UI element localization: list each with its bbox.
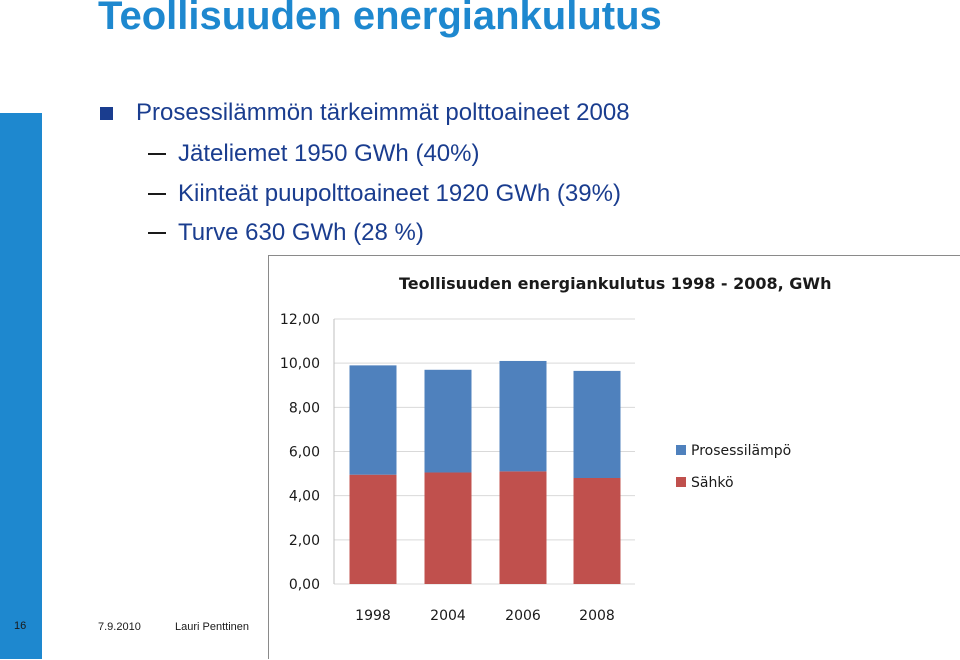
bar-sahko [499, 471, 547, 584]
y-tick-label: 2,00 [289, 533, 320, 549]
x-tick-label: 2008 [579, 608, 615, 624]
square-bullet-icon [100, 106, 113, 120]
y-tick-label: 6,00 [289, 445, 320, 461]
y-tick-label: 4,00 [289, 489, 320, 505]
bar-prosessilampo [573, 370, 621, 478]
bar-prosessilampo [424, 369, 472, 473]
sub-bullet-text: Turve 630 GWh (28 %) [178, 219, 424, 246]
y-tick-label: 12,00 [280, 312, 320, 328]
dash-icon [148, 153, 166, 155]
dash-icon [148, 193, 166, 195]
bar-sahko [573, 478, 621, 584]
footer-date: 7.9.2010 [98, 621, 141, 633]
dash-icon [148, 232, 166, 234]
legend-label: Sähkö [691, 475, 734, 491]
legend-swatch [676, 445, 686, 455]
footer-author: Lauri Penttinen [175, 621, 249, 633]
legend-label: Prosessilämpö [691, 443, 791, 459]
legend-swatch [676, 477, 686, 487]
energy-chart: Teollisuuden energiankulutus 1998 - 2008… [280, 274, 832, 624]
y-tick-label: 8,00 [289, 400, 320, 416]
chart-title: Teollisuuden energiankulutus 1998 - 2008… [399, 274, 831, 293]
x-tick-label: 2004 [430, 608, 466, 624]
y-tick-label: 10,00 [280, 356, 320, 372]
bar-sahko [424, 472, 472, 584]
sub-bullet-text: Kiinteät puupolttoaineet 1920 GWh (39%) [178, 180, 621, 207]
y-tick-label: 0,00 [289, 577, 320, 593]
sub-bullet-text: Jäteliemet 1950 GWh (40%) [178, 140, 480, 167]
bar-prosessilampo [349, 365, 397, 475]
bar-prosessilampo [499, 360, 547, 472]
main-bullet-text: Prosessilämmön tärkeimmät polttoaineet 2… [136, 99, 630, 126]
x-tick-label: 1998 [355, 608, 391, 624]
sub-bullet-1: Jäteliemet 1950 GWh (40%) [148, 140, 479, 168]
x-tick-label: 2006 [505, 608, 541, 624]
page-number: 16 [14, 620, 27, 632]
slide-title: Teollisuuden energiankulutus [98, 0, 662, 38]
sub-bullet-3: Turve 630 GWh (28 %) [148, 219, 424, 247]
left-accent-bar [0, 113, 42, 659]
chart-frame: Teollisuuden energiankulutus 1998 - 2008… [268, 255, 960, 659]
bar-sahko [349, 474, 397, 584]
main-bullet: Prosessilämmön tärkeimmät polttoaineet 2… [100, 99, 630, 127]
sub-bullet-2: Kiinteät puupolttoaineet 1920 GWh (39%) [148, 180, 621, 208]
